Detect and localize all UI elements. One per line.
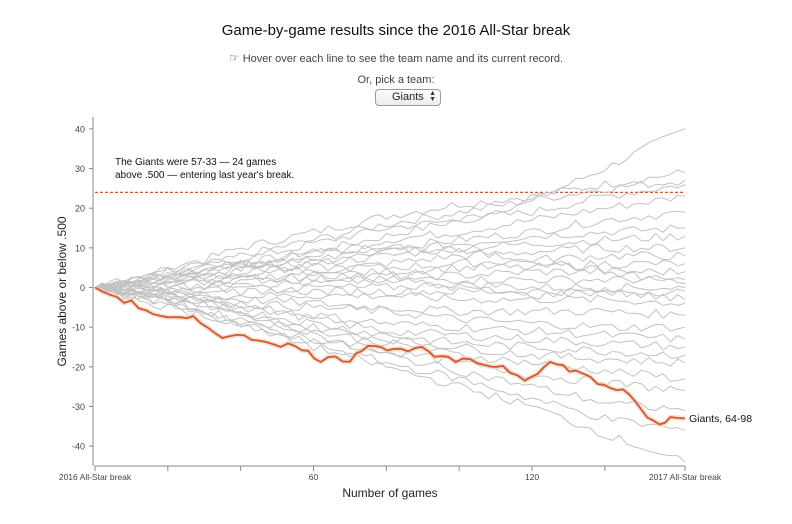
team-line[interactable] [94,287,686,332]
team-line[interactable] [94,285,686,463]
hover-hint-text: Hover over each line to see the team nam… [242,53,564,65]
team-line[interactable] [94,280,686,297]
team-line[interactable] [94,224,686,289]
y-tick-label: -20 [72,362,85,372]
y-tick-label: 0 [80,283,85,293]
team-line[interactable] [94,243,686,291]
team-line[interactable] [94,286,686,431]
team-line[interactable] [94,285,686,359]
annotation-line-2: above .500 — entering last year's break. [115,170,294,181]
annotation-line-1: The Giants were 57-33 — 24 games [115,157,276,168]
team-select-value: Giants [392,91,424,103]
team-line[interactable] [94,284,686,307]
y-tick-label: -40 [72,442,85,452]
team-line[interactable] [94,285,686,343]
pointing-hand-icon: ☞ [228,51,240,65]
y-tick-label: 10 [75,243,85,253]
team-line[interactable] [94,282,686,297]
team-line[interactable] [94,274,686,293]
team-line[interactable] [94,210,686,291]
y-tick-label: 30 [75,164,85,174]
team-select[interactable]: Giants ▲ ▼ [375,89,441,106]
y-tick-label: 20 [75,204,85,214]
giants-line[interactable] [94,286,686,426]
highlight-line-group [93,285,686,428]
chart-labels: The Giants were 57-33 — 24 games above .5… [115,157,752,425]
team-line[interactable] [94,194,686,291]
team-line[interactable] [94,251,686,289]
team-line[interactable] [94,183,686,290]
team-lines [94,128,686,463]
page-title: Game-by-game results since the 2016 All-… [221,22,571,39]
y-axis-label: Games above or below .500 [55,216,69,366]
team-line[interactable] [94,284,686,351]
hover-hint: ☞ Hover over each line to see the team na… [0,51,792,65]
team-line[interactable] [94,259,686,295]
y-tick-label: -10 [72,323,85,333]
y-tick-label: 40 [75,124,85,134]
team-line[interactable] [94,232,686,289]
x-tick-label: 2017 All-Star break [649,472,722,482]
team-line[interactable] [94,169,686,290]
chart-axes: 40 30 20 10 0 -10 -20 -30 -40 2016 All-Star break… [55,117,722,500]
pick-team-label: Or, pick a team: [357,74,435,86]
highlight-label: Giants, 64-98 [689,413,752,425]
x-tick-label: 2016 All-Star break [59,472,132,482]
team-line[interactable] [94,244,686,289]
team-line[interactable] [94,287,686,382]
x-tick-label: 120 [525,472,539,482]
team-line[interactable] [94,180,686,290]
y-tick-label: -30 [72,402,85,412]
select-arrows-icon: ▲ ▼ [429,90,436,103]
x-tick-label: 60 [309,472,319,482]
team-line[interactable] [94,259,686,302]
x-axis-label: Number of games [342,486,437,500]
